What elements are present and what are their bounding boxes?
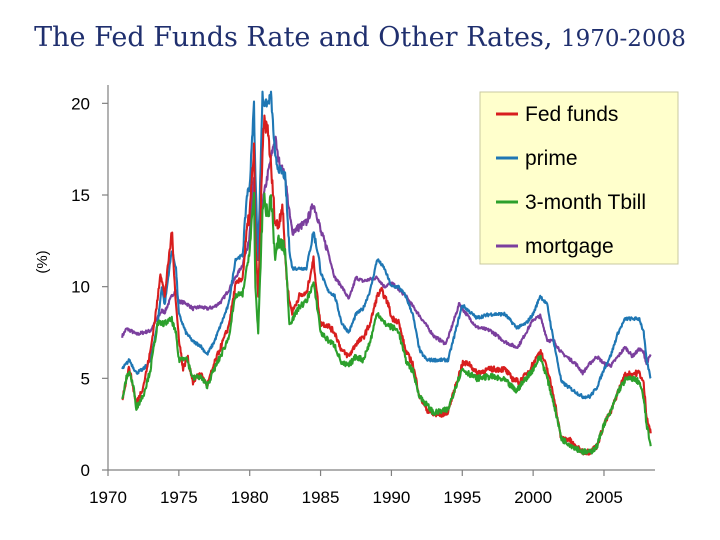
y-tick-label: 0: [81, 461, 90, 480]
legend-label-fed-funds: Fed funds: [525, 103, 618, 126]
series-line-prime: [121, 90, 652, 400]
y-tick-label: 5: [81, 369, 90, 388]
y-tick-label: 15: [71, 186, 90, 205]
y-tick-label: 20: [71, 94, 90, 113]
series-layer: [121, 90, 652, 456]
x-tick-label: 1980: [231, 488, 269, 507]
x-tick-label: 2005: [585, 488, 623, 507]
y-axis-label: (%): [34, 250, 51, 273]
x-tick-label: 2000: [514, 488, 552, 507]
legend-box: [479, 91, 679, 265]
page-title: The Fed Funds Rate and Other Rates, 1970…: [0, 22, 720, 53]
title-main: The Fed Funds Rate and Other Rates,: [34, 22, 553, 53]
legend-label-tbill: 3-month Tbill: [525, 191, 646, 214]
series-line-mortgage: [121, 135, 652, 376]
x-tick-label: 1995: [443, 488, 481, 507]
title-years: 1970-2008: [561, 26, 686, 52]
x-tick-label: 1990: [373, 488, 411, 507]
chart-axes: 0 5 10 15 20 1970 1975 1980 1985 1990 1995 2000 2005: [71, 85, 655, 507]
legend: Fed funds prime 3-month Tbill mortgage: [479, 91, 679, 265]
legend-label-mortgage: mortgage: [525, 235, 614, 258]
x-tick-label: 1975: [160, 488, 198, 507]
x-tick-label: 1970: [89, 488, 127, 507]
legend-label-prime: prime: [525, 147, 578, 170]
x-tick-label: 1985: [302, 488, 340, 507]
series-line-tbill: [121, 191, 652, 456]
y-tick-label: 10: [71, 278, 90, 297]
